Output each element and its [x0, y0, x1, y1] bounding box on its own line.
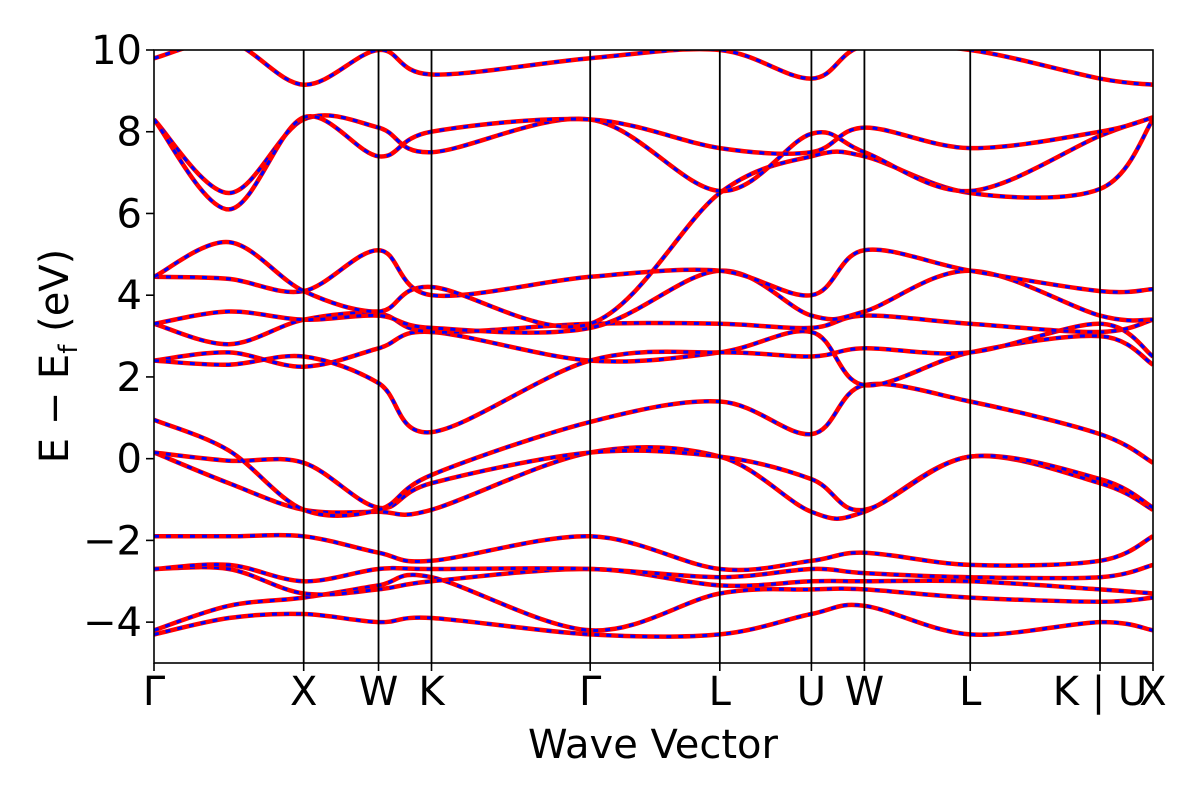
x-tick-label: L: [709, 669, 732, 715]
y-axis-ticks: −4 −2 0 2 4 6 8 10: [83, 28, 154, 646]
x-tick-label: U: [797, 669, 826, 715]
band-line-dashed-0: [154, 603, 1153, 639]
y-axis-title-unit: (eV): [32, 249, 78, 345]
y-tick-label: 6: [117, 191, 142, 237]
x-tick-label: Γ: [143, 669, 166, 715]
x-tick-label: L: [959, 669, 982, 715]
y-tick-label: 0: [117, 437, 142, 483]
y-axis-title-main: E − E: [32, 354, 78, 464]
y-tick-label: −2: [83, 518, 142, 564]
y-tick-label: 2: [117, 355, 142, 401]
x-tick-label: W: [359, 669, 399, 715]
band-line-dashed-12: [154, 248, 1153, 298]
band-line-dashed-3: [154, 562, 1153, 583]
x-tick-label: Γ: [579, 669, 602, 715]
x-tick-label: K | U: [1053, 669, 1147, 715]
y-tick-label: 10: [91, 28, 142, 74]
y-axis-title-subscript: f: [54, 344, 84, 354]
band-line-dashed-1: [154, 573, 1153, 632]
band-line-dashed-9: [154, 322, 1153, 434]
x-tick-label: K: [418, 669, 446, 715]
plot-frame: [153, 49, 1154, 664]
x-tick-label: X: [1139, 669, 1166, 715]
band-line-solid-7: [154, 381, 1153, 518]
band-line-dashed-14: [154, 114, 1153, 195]
x-tick-label: X: [290, 669, 317, 715]
band-line-dashed-2: [154, 565, 1153, 597]
y-tick-label: −4: [83, 600, 142, 646]
y-axis-title: E − Ef (eV): [32, 249, 84, 464]
x-axis-title: Wave Vector: [528, 722, 779, 768]
x-tick-label: W: [845, 669, 885, 715]
y-tick-label: 8: [117, 110, 142, 156]
kpoint-lines: [302, 50, 1101, 663]
y-tick-label: 4: [117, 273, 142, 319]
